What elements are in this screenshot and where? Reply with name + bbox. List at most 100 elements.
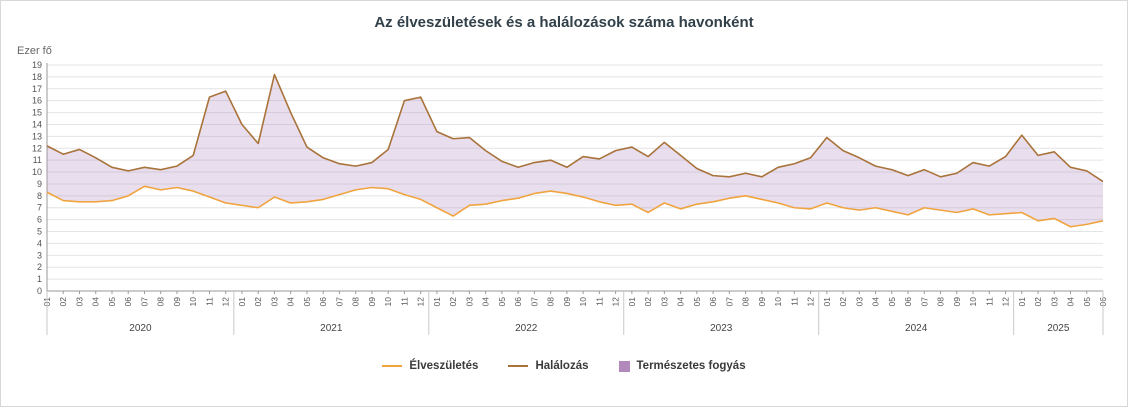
svg-text:04: 04 [286,297,296,307]
month-tick-label: 07 [529,297,539,307]
month-tick-label: 05 [887,297,897,307]
month-tick-label: 05 [107,297,117,307]
svg-text:10: 10 [968,297,978,307]
y-tick-label: 10 [32,167,42,177]
month-tick-label: 07 [334,297,344,307]
year-label: 2022 [515,323,538,334]
births-line-swatch-icon [382,365,403,367]
legend-label-births: Élveszületés [409,360,479,372]
month-tick-label: 11 [399,297,409,306]
svg-text:04: 04 [676,297,686,307]
y-tick-label: 15 [32,108,42,118]
year-label: 2025 [1047,323,1070,334]
month-tick-label: 10 [773,297,783,307]
svg-text:10: 10 [188,297,198,307]
svg-text:05: 05 [107,297,117,307]
month-tick-label: 01 [237,297,247,307]
svg-text:03: 03 [1049,297,1059,307]
chart-title: Az élveszületések és a halálozások száma… [374,14,754,31]
month-tick-label: 03 [659,297,669,307]
month-tick-label: 04 [676,297,686,307]
month-tick-label: 05 [692,297,702,307]
month-tick-label: 02 [58,297,68,307]
legend-item-deaths[interactable]: Halálozás [508,360,589,372]
svg-text:07: 07 [919,297,929,307]
y-tick-label: 14 [32,119,42,129]
month-tick-label: 11 [204,297,214,306]
svg-text:12: 12 [416,297,426,307]
y-tick-label: 3 [37,250,42,260]
svg-text:01: 01 [1017,297,1027,307]
svg-text:01: 01 [432,297,442,307]
svg-text:05: 05 [1082,297,1092,307]
month-tick-label: 02 [1033,297,1043,307]
y-tick-label: 12 [32,143,42,153]
month-tick-label: 09 [562,297,572,307]
y-tick-label: 9 [37,179,42,189]
month-tick-label: 06 [123,297,133,307]
svg-text:07: 07 [529,297,539,307]
month-tick-label: 03 [269,297,279,307]
month-tick-label: 06 [318,297,328,307]
year-label: 2020 [129,323,152,334]
month-tick-label: 10 [188,297,198,307]
svg-text:02: 02 [253,297,263,307]
svg-text:04: 04 [91,297,101,307]
month-tick-label: 08 [936,297,946,307]
svg-text:08: 08 [351,297,361,307]
y-tick-label: 6 [37,215,42,225]
svg-text:11: 11 [594,297,604,306]
svg-text:12: 12 [1001,297,1011,307]
month-tick-label: 06 [903,297,913,307]
svg-text:06: 06 [903,297,913,307]
svg-text:01: 01 [237,297,247,307]
month-tick-label: 09 [172,297,182,307]
year-label: 2023 [710,323,733,334]
legend-item-natural-decrease[interactable]: Természetes fogyás [618,360,746,372]
month-tick-label: 02 [448,297,458,307]
month-tick-label: 05 [1082,297,1092,307]
month-tick-label: 08 [546,297,556,307]
y-tick-label: 4 [37,238,42,248]
svg-text:02: 02 [643,297,653,307]
chart-legend: Élveszületés Halálozás Természetes fogyá… [1,360,1127,372]
svg-text:11: 11 [984,297,994,306]
y-tick-label: 0 [37,286,42,296]
svg-text:06: 06 [123,297,133,307]
month-tick-label: 01 [1017,297,1027,307]
svg-text:06: 06 [513,297,523,307]
svg-text:10: 10 [773,297,783,307]
deaths-line [46,73,1104,183]
svg-text:05: 05 [497,297,507,307]
month-tick-label: 11 [789,297,799,306]
svg-text:07: 07 [139,297,149,307]
month-tick-label: 10 [383,297,393,307]
month-tick-label: 05 [302,297,312,307]
svg-text:04: 04 [871,297,881,307]
month-tick-label: 08 [741,297,751,307]
legend-item-births[interactable]: Élveszületés [382,360,478,372]
month-tick-label: 09 [952,297,962,307]
month-tick-label: 04 [286,297,296,307]
svg-text:05: 05 [692,297,702,307]
month-tick-label: 04 [871,297,881,307]
y-tick-label: 8 [37,191,42,201]
y-axis-unit-label: Ezer fő [17,45,52,57]
svg-text:04: 04 [1066,297,1076,307]
year-label: 2021 [320,323,343,334]
svg-text:07: 07 [724,297,734,307]
svg-text:04: 04 [481,297,491,307]
svg-text:06: 06 [318,297,328,307]
month-tick-label: 01 [432,297,442,307]
month-tick-label: 03 [464,297,474,307]
y-tick-label: 17 [32,84,42,94]
svg-text:11: 11 [399,297,409,306]
svg-text:09: 09 [952,297,962,307]
y-tick-label: 13 [32,131,42,141]
svg-text:03: 03 [269,297,279,307]
svg-text:01: 01 [822,297,832,307]
svg-text:08: 08 [156,297,166,307]
svg-text:02: 02 [448,297,458,307]
deaths-line-swatch-icon [508,365,529,367]
